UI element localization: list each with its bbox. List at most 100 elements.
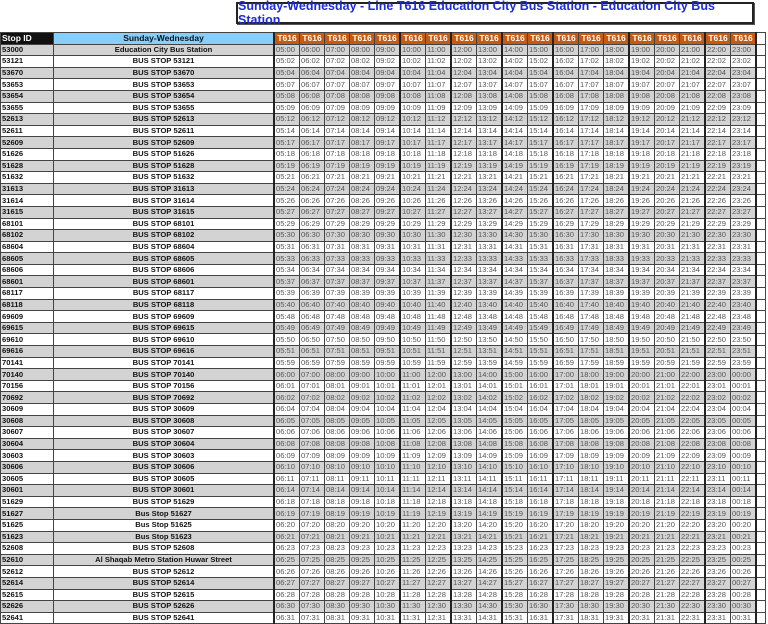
trip-header: T616 <box>374 32 401 45</box>
departure-time: 11:30 <box>399 600 426 613</box>
departure-time: 10:39 <box>399 287 426 300</box>
table-row: 70141 BUS STOP 70141 05:59 06:59 07:59 08:59 0… <box>0 356 766 370</box>
departure-time: 11:48 <box>425 310 452 323</box>
table-row: 51627 Bus Stop 51627 06:19 07:19 08:19 09:19 1… <box>0 507 766 520</box>
stop-id: 51627 <box>0 507 54 520</box>
departure-time: 18:59 <box>603 356 630 370</box>
departure-time: 10:26 <box>399 194 426 207</box>
stop-name: Education City Bus Station <box>53 43 275 57</box>
departure-time: 16:31 <box>552 240 579 254</box>
departure-time: 19:51 <box>628 345 655 358</box>
departure-time: 10:30 <box>399 229 426 242</box>
departure-time: 16:26 <box>527 565 554 578</box>
departure-time: 07:18 <box>324 147 350 161</box>
departure-time: 19:08 <box>603 437 630 451</box>
spacer-cell <box>755 43 766 57</box>
departure-time: 23:24 <box>730 182 757 196</box>
departure-time: 09:00 <box>374 43 401 57</box>
departure-time: 14:31 <box>476 611 503 624</box>
departure-time: 00:21 <box>730 530 757 544</box>
departure-time: 23:39 <box>730 287 757 300</box>
departure-time: 05:31 <box>273 240 300 254</box>
stop-name: BUS STOP 68117 <box>53 287 275 300</box>
departure-time: 22:40 <box>704 298 731 312</box>
departure-time: 05:48 <box>273 310 300 323</box>
departure-time: 12:26 <box>450 194 477 207</box>
departure-time: 17:19 <box>552 507 579 520</box>
departure-time: 21:26 <box>654 565 680 578</box>
departure-time: 22:26 <box>679 565 706 578</box>
departure-time: 05:14 <box>273 124 300 138</box>
departure-time: 07:25 <box>299 553 325 567</box>
departure-time: 07:40 <box>324 298 350 312</box>
trip-header: T616 <box>476 32 503 45</box>
spacer-cell <box>755 194 766 207</box>
departure-time: 00:11 <box>730 472 757 486</box>
departure-time: 14:00 <box>476 368 503 381</box>
departure-time: 06:01 <box>273 379 300 393</box>
departure-time: 09:31 <box>349 611 375 624</box>
stop-name: BUS STOP 68606 <box>53 263 275 277</box>
departure-time: 23:21 <box>730 171 757 184</box>
departure-time: 23:08 <box>730 89 757 103</box>
departure-time: 20:59 <box>654 356 680 370</box>
departure-time: 08:27 <box>324 576 350 590</box>
departure-time: 09:07 <box>374 78 401 91</box>
departure-time: 22:08 <box>679 437 706 451</box>
trip-header: T616 <box>730 32 757 45</box>
departure-time: 10:20 <box>374 518 401 532</box>
departure-time: 22:27 <box>679 576 706 590</box>
departure-time: 12:19 <box>425 507 452 520</box>
departure-time: 21:59 <box>679 356 706 370</box>
departure-time: 12:02 <box>425 391 452 404</box>
departure-time: 09:49 <box>374 321 401 335</box>
departure-time: 18:20 <box>578 518 604 532</box>
stop-id: 52626 <box>0 600 54 613</box>
stop-id: 68102 <box>0 229 54 242</box>
departure-time: 22:25 <box>679 553 706 567</box>
stop-id: 70156 <box>0 379 54 393</box>
departure-time: 07:10 <box>299 460 325 474</box>
trip-header: T616 <box>578 32 604 45</box>
departure-time: 20:11 <box>628 472 655 486</box>
departure-time: 20:02 <box>654 55 680 68</box>
departure-time: 22:04 <box>704 66 731 80</box>
departure-time: 22:17 <box>704 136 731 149</box>
spacer-cell <box>755 136 766 149</box>
departure-time: 12:29 <box>450 217 477 231</box>
departure-time: 16:02 <box>552 55 579 68</box>
stop-name: BUS STOP 52613 <box>53 113 275 126</box>
departure-time: 08:09 <box>349 101 375 115</box>
departure-time: 08:02 <box>324 391 350 404</box>
departure-time: 14:40 <box>501 298 528 312</box>
departure-time: 15:50 <box>527 333 554 347</box>
departure-time: 11:09 <box>399 449 426 462</box>
departure-time: 06:25 <box>273 553 300 567</box>
stop-name: BUS STOP 30607 <box>53 426 275 439</box>
departure-time: 23:04 <box>704 403 731 416</box>
departure-time: 00:08 <box>730 437 757 451</box>
departure-time: 16:50 <box>552 333 579 347</box>
table-row: 31614 BUS STOP 31614 05:26 06:26 07:26 08:26 0… <box>0 194 766 207</box>
departure-time: 21:07 <box>679 78 706 91</box>
departure-time: 19:19 <box>628 159 655 173</box>
departure-time: 16:07 <box>552 78 579 91</box>
departure-time: 14:04 <box>476 403 503 416</box>
table-row: 30609 BUS STOP 30609 06:04 07:04 08:04 09:04 1… <box>0 403 766 416</box>
departure-time: 20:18 <box>654 147 680 161</box>
departure-time: 17:50 <box>578 333 604 347</box>
departure-time: 09:02 <box>374 55 401 68</box>
departure-time: 20:21 <box>654 171 680 184</box>
stop-id: 68604 <box>0 240 54 254</box>
table-row: 52641 BUS STOP 52641 06:31 07:31 08:31 09:31 1… <box>0 611 766 624</box>
departure-time: 11:18 <box>399 495 426 509</box>
departure-time: 12:14 <box>450 124 477 138</box>
departure-time: 19:21 <box>628 171 655 184</box>
departure-time: 18:19 <box>578 507 604 520</box>
departure-time: 09:26 <box>374 194 401 207</box>
departure-time: 23:19 <box>704 507 731 520</box>
departure-time: 13:28 <box>450 588 477 602</box>
departure-time: 08:27 <box>349 205 375 219</box>
departure-time: 18:31 <box>603 240 630 254</box>
departure-time: 16:27 <box>552 205 579 219</box>
